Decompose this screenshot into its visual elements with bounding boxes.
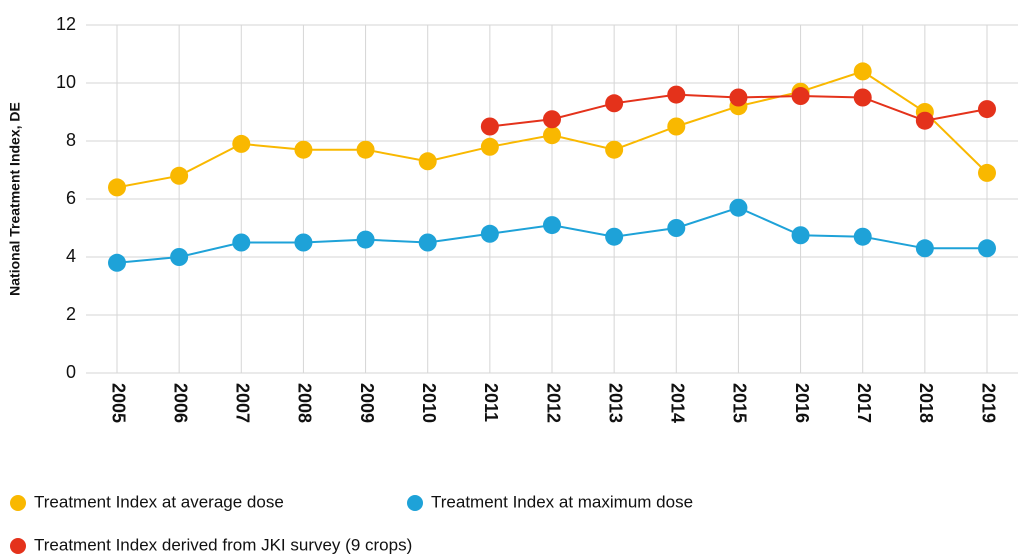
legend-label: Treatment Index at maximum dose [431,492,693,511]
point [978,100,996,119]
x-tick-label: 2012 [543,383,563,423]
x-tick-label: 2008 [295,383,315,423]
point [978,239,996,258]
x-tick-label: 2017 [854,383,874,423]
point [667,85,686,104]
legend-swatch [10,495,26,511]
legend-swatch [407,495,423,511]
x-tick-label: 2009 [357,383,377,423]
point [791,87,810,106]
x-tick-label: 2007 [233,383,253,423]
x-tick-label: 2018 [916,383,936,423]
point [480,137,499,156]
point [294,140,313,159]
point [853,88,872,107]
point [667,219,686,237]
point [170,248,189,266]
point [605,227,624,246]
point [108,253,126,272]
point [108,178,126,197]
point [915,239,934,258]
y-axis-label: National Treatment Index, DE [7,102,23,296]
y-tick-label: 0 [66,362,76,382]
point [294,233,313,252]
x-tick-label: 2006 [170,383,190,423]
x-tick-label: 2013 [605,383,625,423]
point [729,88,748,107]
point [356,140,375,159]
legend-swatch [10,538,26,554]
point [605,94,624,113]
point [729,198,748,217]
point [480,224,499,243]
point [232,134,251,153]
x-tick-label: 2019 [978,383,998,423]
point [543,216,561,235]
point [480,117,499,136]
x-tick-label: 2015 [730,383,750,423]
x-tick-label: 2005 [108,383,128,423]
point [791,226,810,245]
x-tick-label: 2014 [668,383,688,423]
point [356,230,375,249]
x-tick-label: 2011 [481,383,501,422]
y-tick-label: 12 [56,14,76,34]
point [853,227,872,246]
point [667,117,686,136]
point [543,126,561,145]
point [915,111,934,130]
point [543,110,561,129]
point [853,62,872,81]
legend-label: Treatment Index at average dose [34,492,284,511]
y-tick-label: 10 [56,72,76,92]
point [418,233,437,252]
y-tick-label: 8 [66,130,76,150]
point [232,233,251,252]
legend-label: Treatment Index derived from JKI survey … [34,535,412,554]
point [978,163,996,182]
y-tick-label: 4 [66,246,76,266]
x-tick-label: 2016 [792,383,812,423]
x-tick-label: 2010 [419,383,439,423]
y-tick-label: 2 [66,304,76,324]
point [418,152,437,171]
point [170,166,189,185]
point [605,140,624,159]
y-tick-label: 6 [66,188,76,208]
